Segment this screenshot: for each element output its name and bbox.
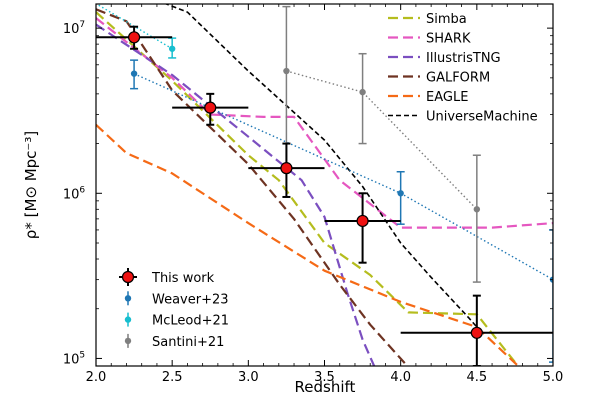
legend-label-this-work: This work <box>151 271 215 286</box>
legend-swatch-weaver-23 <box>124 295 132 302</box>
x-tick-label: 4.5 <box>466 370 487 385</box>
legend-label-santini-21: Santini+21 <box>152 335 224 350</box>
legend-label-eagle: EAGLE <box>426 90 468 105</box>
x-tick-label: 2.0 <box>86 370 107 385</box>
series-line-mcleod-21 <box>96 4 173 50</box>
legend-label-weaver-23: Weaver+23 <box>152 292 229 307</box>
legend-swatch-mcleod-21 <box>124 316 132 323</box>
legend-data: This work Weaver+23 McLeod+21 Santini+21 <box>119 268 229 350</box>
model-line-illustristng <box>96 23 376 366</box>
legend-label-shark: SHARK <box>426 32 471 47</box>
y-axis-ticks: 105 106 107 <box>63 20 553 367</box>
legend-label-illustristng: IllustrisTNG <box>426 51 501 66</box>
legend-models: Simba SHARK IllustrisTNG GALFORM EAGLE Univer… <box>388 12 538 125</box>
observational-data <box>85 0 553 366</box>
x-tick-label: 3.0 <box>238 370 259 385</box>
legend-swatch-this-work <box>121 270 135 284</box>
x-axis-label: Redshift <box>295 378 356 396</box>
point-weaver-23 <box>130 70 138 77</box>
legend-swatch-santini-21 <box>124 337 132 345</box>
legend-label-galform: GALFORM <box>426 71 490 86</box>
model-line-universemachine <box>164 4 478 328</box>
series-line-santini-21 <box>286 70 478 210</box>
x-tick-label: 4.0 <box>390 370 411 385</box>
model-line-shark <box>96 17 553 229</box>
legend-label-simba: Simba <box>426 12 467 27</box>
point-this-work <box>127 31 141 44</box>
legend-label-universemachine: UniverseMachine <box>426 110 538 125</box>
point-mcleod-21 <box>168 45 176 52</box>
point-weaver-23 <box>397 190 404 197</box>
y-tick-label: 107 <box>63 20 85 37</box>
point-this-work <box>356 214 369 228</box>
point-santini-21 <box>283 67 290 75</box>
point-santini-21 <box>473 206 481 213</box>
x-axis-ticks: 2.0 2.5 3.0 3.5 4.0 4.5 5.0 <box>86 4 564 385</box>
point-this-work <box>280 162 293 175</box>
legend-label-mcleod-21: McLeod+21 <box>152 314 229 329</box>
point-this-work <box>470 326 483 339</box>
y-tick-label: 106 <box>63 185 86 202</box>
point-mcleod-21 <box>85 0 91 2</box>
model-line-eagle <box>96 123 520 366</box>
x-tick-label: 2.5 <box>162 370 183 385</box>
point-this-work <box>204 101 217 114</box>
model-line-simba <box>96 11 516 363</box>
y-tick-label: 105 <box>63 350 85 367</box>
y-axis-label: ρ* [M⊙ Mpc⁻³] <box>22 131 40 239</box>
x-tick-label: 3.5 <box>314 370 335 385</box>
x-tick-label: 5.0 <box>543 370 564 385</box>
point-santini-21 <box>359 88 366 96</box>
